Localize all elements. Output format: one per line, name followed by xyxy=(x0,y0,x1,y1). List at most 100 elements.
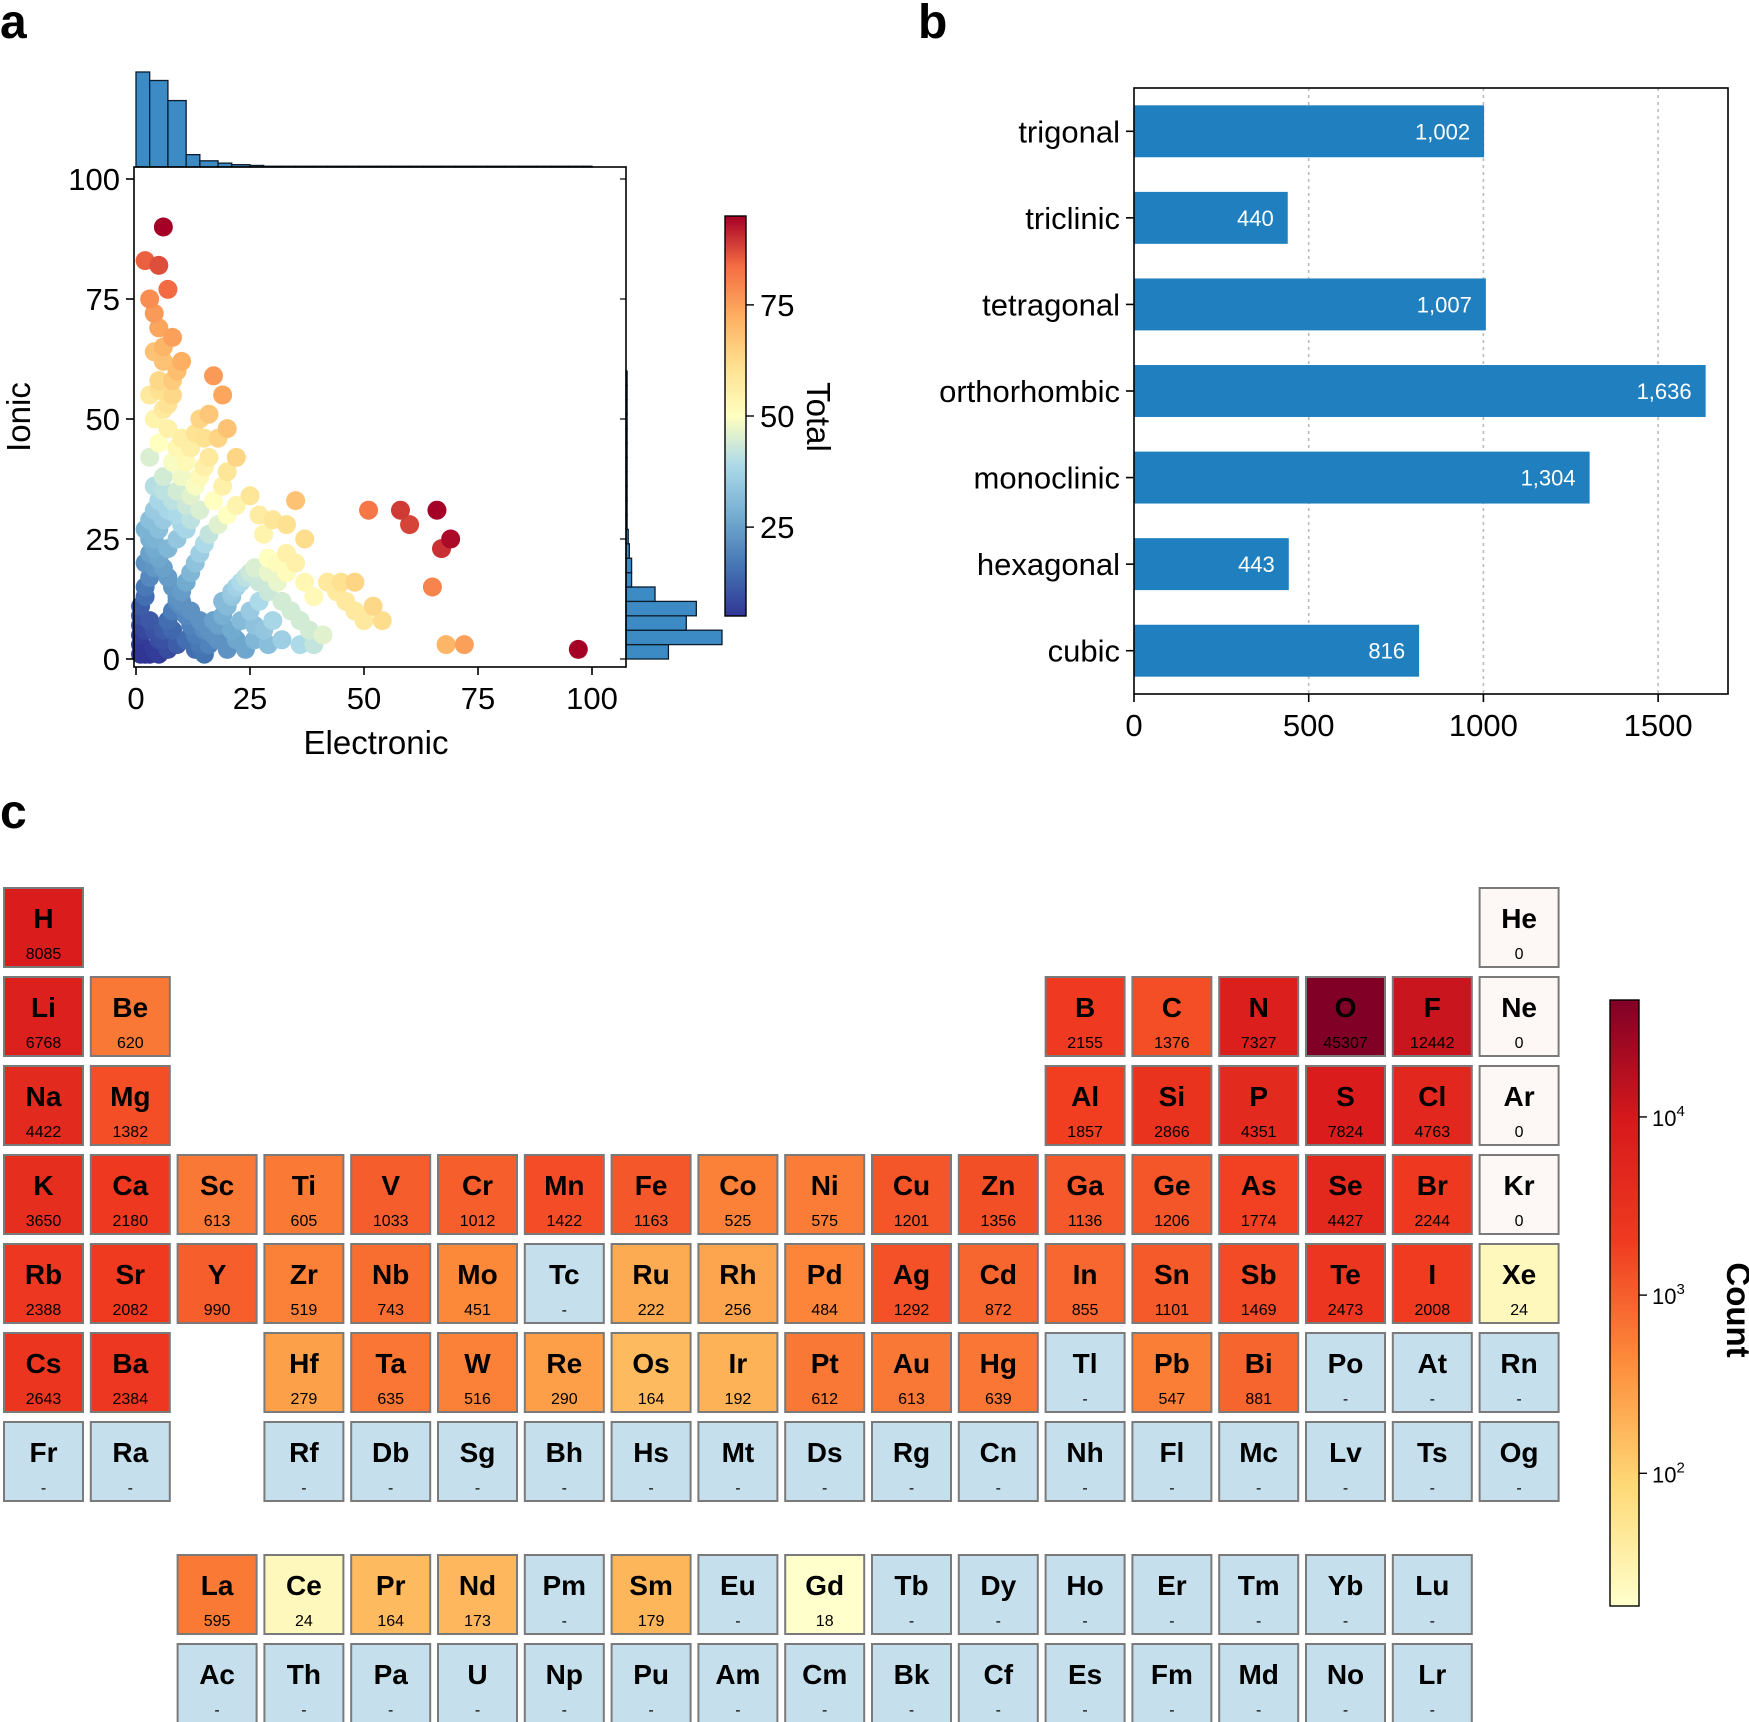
bar xyxy=(1134,278,1486,331)
element-symbol: Yb xyxy=(1328,1570,1364,1601)
scatter-point xyxy=(140,289,160,309)
element-symbol: Cs xyxy=(26,1348,62,1379)
element-cell-bg xyxy=(263,1643,345,1722)
element-cell-bg xyxy=(1305,1643,1386,1722)
scatter-point xyxy=(331,572,351,592)
element-symbol: F xyxy=(1424,992,1441,1023)
element-count: - xyxy=(1256,1480,1261,1497)
bar xyxy=(1134,105,1485,158)
element-cell-Bi: Bi 881 xyxy=(1218,1332,1300,1413)
element-symbol: Sb xyxy=(1241,1259,1277,1290)
element-count: 613 xyxy=(898,1391,925,1408)
element-count: - xyxy=(735,1480,740,1497)
scatter-point xyxy=(181,438,201,458)
element-cell-Sb: Sb 1469 xyxy=(1218,1243,1300,1324)
element-cell-Tl: Tl - xyxy=(1044,1332,1126,1413)
scatter-point xyxy=(372,611,392,631)
element-cell-Mc: Mc - xyxy=(1218,1421,1300,1502)
element-cell-He: He 0 xyxy=(1478,887,1560,968)
element-count: 639 xyxy=(985,1391,1012,1408)
element-cell-Pd: Pd 484 xyxy=(784,1243,866,1324)
element-count: 1356 xyxy=(981,1213,1017,1230)
element-count: 4351 xyxy=(1241,1124,1277,1141)
element-cell-bg xyxy=(1478,1065,1560,1146)
element-count: - xyxy=(909,1613,914,1630)
element-cell-bg xyxy=(1391,1154,1473,1235)
element-cell-bg xyxy=(437,1421,518,1502)
element-count: 1163 xyxy=(634,1213,669,1230)
element-count: 2155 xyxy=(1067,1035,1103,1052)
element-symbol: Ga xyxy=(1066,1170,1104,1201)
element-cell-bg xyxy=(1044,1643,1126,1722)
category-label: cubic xyxy=(1048,634,1120,669)
bar xyxy=(1134,365,1706,417)
panel-label-b: b xyxy=(918,0,947,49)
element-cell-Na: Na 4422 xyxy=(3,1065,84,1146)
element-cell-bg xyxy=(1305,1065,1386,1146)
element-cell-bg xyxy=(610,1643,692,1722)
element-count: 173 xyxy=(464,1613,491,1630)
element-symbol: Tc xyxy=(549,1259,580,1290)
scatter-points xyxy=(131,217,588,664)
category-label: monoclinic xyxy=(974,461,1120,496)
element-cell-bg xyxy=(1131,1065,1213,1146)
element-cell-bg xyxy=(176,1554,258,1635)
scatter-point xyxy=(172,467,192,487)
element-count: - xyxy=(1516,1480,1521,1497)
element-symbol: Cd xyxy=(980,1259,1017,1290)
scatter-point xyxy=(295,572,315,592)
element-symbol: At xyxy=(1418,1348,1448,1379)
scatter-point xyxy=(140,611,160,631)
element-cell-bg xyxy=(176,1243,258,1324)
element-symbol: Md xyxy=(1238,1659,1278,1690)
element-symbol: Ds xyxy=(807,1437,843,1468)
element-count: - xyxy=(1082,1391,1087,1408)
element-cell-bg xyxy=(784,1643,866,1722)
element-count: 2244 xyxy=(1415,1213,1451,1230)
element-count: - xyxy=(388,1480,393,1497)
element-cell-bg xyxy=(1305,1154,1386,1235)
top-histogram-bar xyxy=(149,79,169,168)
element-cell-bg xyxy=(350,1243,432,1324)
element-cell-bg xyxy=(1131,1554,1213,1635)
element-cell-Nd: Nd 173 xyxy=(437,1554,518,1635)
element-count: 2008 xyxy=(1415,1302,1451,1319)
element-cell-S: S 7824 xyxy=(1305,1065,1386,1146)
element-cell-bg xyxy=(3,887,84,968)
element-symbol: Cn xyxy=(980,1437,1017,1468)
element-cell-Rn: Rn - xyxy=(1478,1332,1560,1413)
scatter-point xyxy=(153,351,173,371)
element-cell-bg xyxy=(697,1332,779,1413)
scatter-point xyxy=(149,318,169,338)
panel-label-c: c xyxy=(0,786,27,839)
element-symbol: P xyxy=(1249,1081,1268,1112)
element-cell-Pu: Pu - xyxy=(610,1643,692,1722)
element-cell-Hf: Hf 279 xyxy=(263,1332,345,1413)
element-count: 24 xyxy=(295,1613,313,1630)
element-count: 1469 xyxy=(1241,1302,1277,1319)
element-cell-Re: Re 290 xyxy=(523,1332,605,1413)
element-count: 547 xyxy=(1159,1391,1186,1408)
element-symbol: He xyxy=(1501,903,1537,934)
element-cell-Ge: Ge 1206 xyxy=(1131,1154,1213,1235)
count-colorbar-tick-label: 102 xyxy=(1652,1459,1685,1487)
element-count: 872 xyxy=(985,1302,1012,1319)
element-count: - xyxy=(562,1302,567,1319)
element-count: 6768 xyxy=(26,1035,62,1052)
element-symbol: Os xyxy=(632,1348,669,1379)
element-count: - xyxy=(996,1480,1001,1497)
element-count: - xyxy=(1430,1391,1435,1408)
element-cell-bg xyxy=(610,1554,692,1635)
periodic-table-cells: H 8085 He 0 Li 6768 Be 620 B 2155 C 1376 N 7327 O 45307… xyxy=(3,887,1560,1722)
bar-series: 1,002 440 1,007 1,636 1,304 443 816 xyxy=(1134,105,1706,677)
element-count: 45307 xyxy=(1323,1035,1368,1052)
element-symbol: Cf xyxy=(984,1659,1014,1690)
panel-label-a: a xyxy=(0,0,27,49)
scatter-point xyxy=(153,217,173,237)
element-cell-Te: Te 2473 xyxy=(1305,1243,1386,1324)
element-cell-bg xyxy=(1391,1243,1473,1324)
x-tick-label: 25 xyxy=(233,681,267,716)
element-count: 575 xyxy=(811,1213,838,1230)
scatter-point xyxy=(204,366,224,386)
element-cell-Ts: Ts - xyxy=(1391,1421,1473,1502)
